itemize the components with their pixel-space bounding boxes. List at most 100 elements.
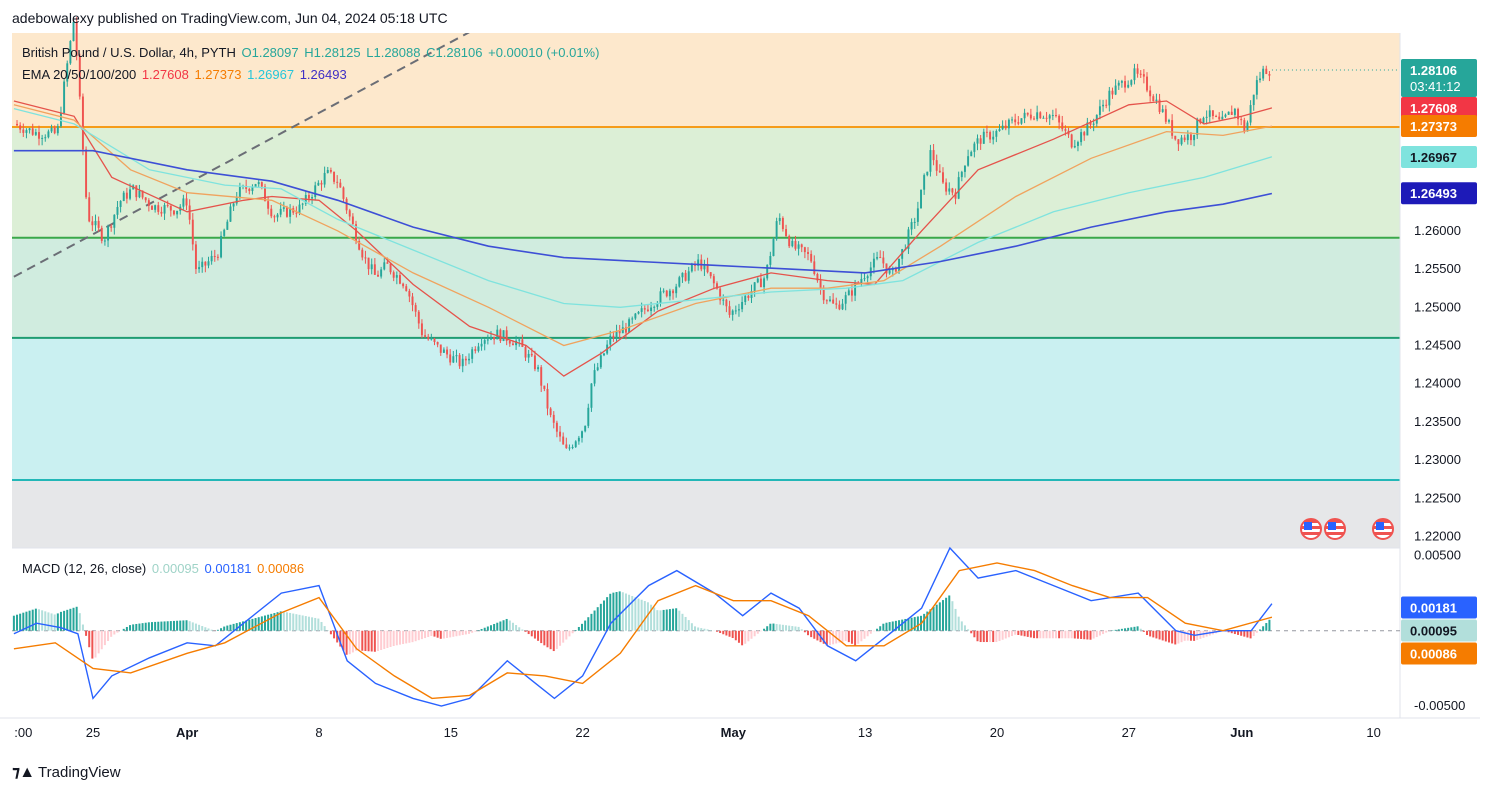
- macd-hist-bar: [1149, 630, 1152, 637]
- candle-body: [1193, 135, 1196, 141]
- macd-hist-bar: [1230, 630, 1233, 634]
- candle-body: [172, 210, 175, 215]
- macd-hist-bar: [185, 620, 188, 631]
- candle-body: [1243, 120, 1246, 132]
- macd-hist-bar: [1155, 630, 1158, 639]
- macd-hist-bar: [408, 630, 411, 643]
- candle-body: [1186, 134, 1189, 141]
- macd-hist-bar: [248, 619, 251, 631]
- macd-hist-bar: [753, 630, 756, 637]
- candle-body: [113, 214, 116, 228]
- macd-hist-value: 0.00095: [151, 561, 199, 576]
- candle-body: [791, 240, 794, 247]
- macd-hist-bar: [132, 624, 135, 631]
- candle-body: [254, 184, 257, 188]
- macd-signal-value: 0.00086: [257, 561, 305, 576]
- macd-hist-bar: [1167, 630, 1170, 643]
- candle-body: [706, 264, 709, 273]
- candle-body: [1252, 94, 1255, 106]
- macd-hist-bar: [392, 630, 395, 646]
- candle-body: [373, 264, 376, 275]
- candle-body: [565, 444, 568, 449]
- macd-legend-label[interactable]: MACD (12, 26, close): [22, 561, 147, 576]
- candle-body: [361, 249, 364, 258]
- tradingview-brand[interactable]: ⁊▲ TradingView: [12, 762, 121, 782]
- macd-hist-bar: [1252, 630, 1255, 636]
- macd-hist-bar: [672, 608, 675, 631]
- candle-body: [157, 205, 160, 212]
- candle-body: [1205, 116, 1208, 118]
- candle-body: [229, 206, 232, 222]
- macd-hist-bar: [1180, 630, 1183, 643]
- candle-body: [461, 358, 464, 367]
- candle-body: [854, 282, 857, 296]
- macd-hist-bar: [882, 623, 885, 631]
- us-flag-icon[interactable]: [1324, 518, 1346, 540]
- candle-body: [160, 211, 163, 214]
- macd-hist-bar: [125, 626, 128, 631]
- macd-hist-bar: [63, 610, 66, 631]
- macd-hist-bar: [954, 608, 957, 631]
- candle-body: [508, 340, 511, 344]
- macd-hist-bar: [1004, 630, 1007, 639]
- us-flag-icon[interactable]: [1300, 518, 1322, 540]
- ema-legend-label[interactable]: EMA 20/50/100/200: [22, 67, 137, 82]
- candle-body: [1007, 119, 1010, 129]
- candle-body: [1108, 90, 1111, 106]
- candle-body: [182, 198, 185, 207]
- signal-price-label-bg: [1401, 642, 1477, 665]
- candle-body: [28, 128, 31, 131]
- candle-body: [643, 308, 646, 310]
- signal-line: [13, 562, 1273, 700]
- macd-hist-bar: [1158, 630, 1161, 640]
- macd-hist-bar: [468, 630, 471, 634]
- candle-body: [398, 275, 401, 284]
- publisher-line: adebowalexy published on TradingView.com…: [12, 10, 448, 26]
- macd-hist-bar: [581, 623, 584, 631]
- macd-hist-bar: [198, 624, 201, 631]
- candle-body: [781, 217, 784, 230]
- candle-body: [954, 192, 957, 199]
- candle-body: [656, 303, 659, 307]
- candle-body: [154, 205, 157, 210]
- macd-hist-bar: [894, 620, 897, 631]
- legend-symbol[interactable]: British Pound / U.S. Dollar, 4h, PYTH: [22, 45, 236, 60]
- macd-hist-bar: [1183, 630, 1186, 641]
- candle-body: [85, 149, 88, 198]
- macd-hist-bar: [901, 619, 904, 631]
- x-tick-label: 13: [858, 725, 872, 740]
- macd-pane: 0.00500 -0.00500: [12, 546, 1465, 713]
- macd-hist-bar: [292, 613, 295, 631]
- candle-body: [289, 208, 292, 217]
- macd-hist-bar: [634, 597, 637, 631]
- candle-body: [1237, 108, 1240, 120]
- macd-hist-bar: [951, 601, 954, 631]
- candle-body: [1089, 122, 1092, 125]
- candle-body: [235, 197, 238, 204]
- candle-body: [640, 308, 643, 312]
- us-flag-icon[interactable]: [1372, 518, 1394, 540]
- macd-hist-bar: [267, 614, 270, 631]
- macd-hist-bar: [810, 630, 813, 638]
- candle-body: [813, 261, 816, 274]
- macd-hist-bar: [816, 630, 819, 641]
- macd-hist-bar: [380, 630, 383, 650]
- macd-hist-bar: [869, 630, 872, 634]
- macd-hist-bar: [436, 630, 439, 638]
- macd-hist-bar: [866, 630, 869, 637]
- macd-hist-bar: [1164, 630, 1167, 642]
- candle-body: [712, 276, 715, 284]
- macd-hist-bar: [941, 600, 944, 631]
- candle-body: [1152, 96, 1155, 101]
- macd-hist-bar: [719, 630, 722, 633]
- macd-hist-bar: [643, 601, 646, 631]
- candle-body: [1255, 80, 1258, 95]
- macd-hist-bar: [220, 628, 223, 631]
- macd-hist-bar: [245, 620, 248, 631]
- macd-hist-bar: [191, 622, 194, 631]
- candle-body: [527, 353, 530, 358]
- candle-body: [264, 186, 266, 202]
- candle-body: [703, 264, 706, 270]
- macd-hist-bar: [395, 630, 398, 646]
